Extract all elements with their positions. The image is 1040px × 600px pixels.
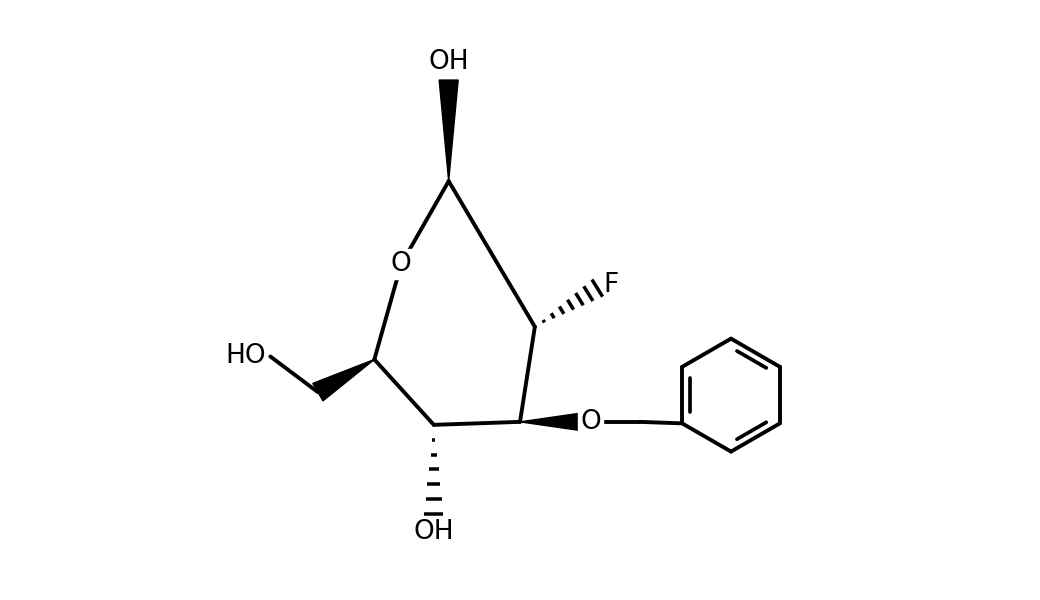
Text: O: O [580, 409, 601, 435]
Text: F: F [603, 272, 619, 298]
Polygon shape [313, 359, 374, 401]
Text: OH: OH [414, 519, 454, 545]
Text: OH: OH [428, 49, 469, 76]
Polygon shape [520, 412, 590, 432]
Polygon shape [439, 80, 459, 181]
Text: O: O [391, 251, 412, 277]
Text: HO: HO [225, 343, 265, 370]
